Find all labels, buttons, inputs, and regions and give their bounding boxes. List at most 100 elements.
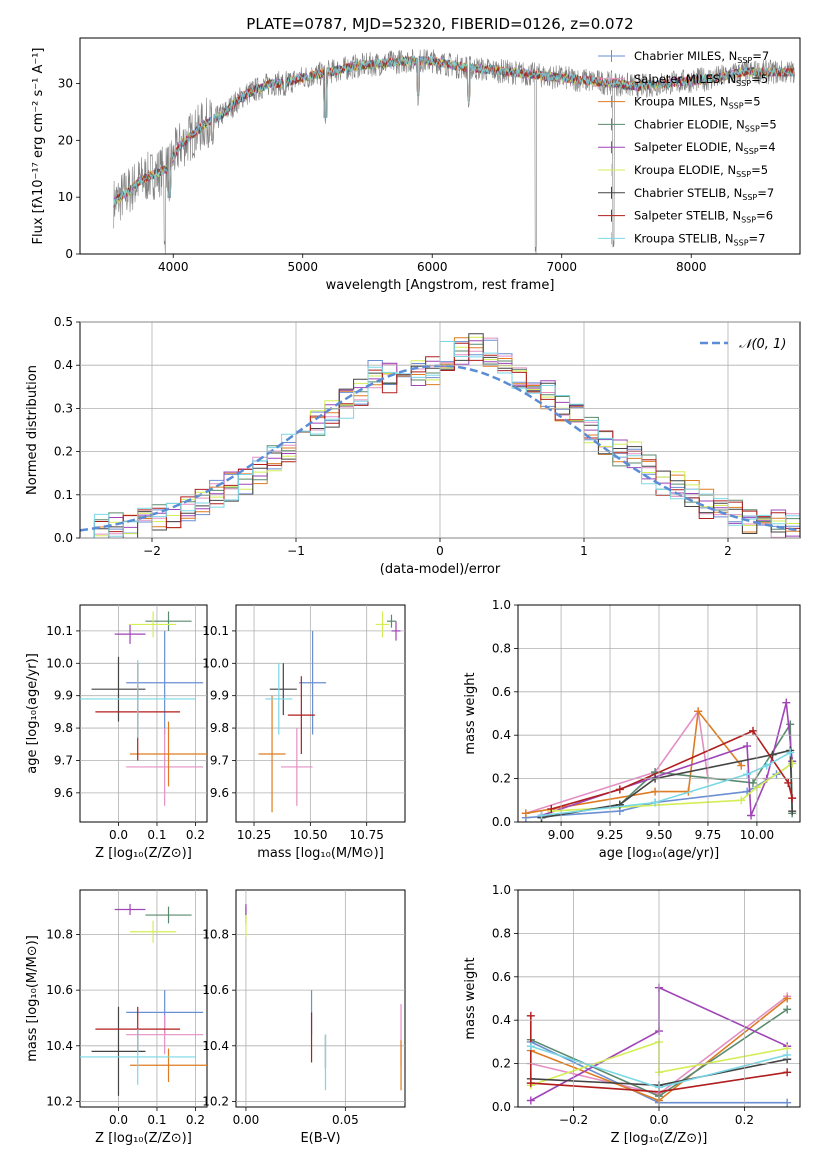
chart-spectrum: 4000 5000 6000 7000 8000 0 10 20 30 wavelength [A… [31,37,801,293]
x-tick-label: 10.00 [740,828,774,842]
weight-marker [782,698,791,707]
y-tick-label: 0.2 [492,772,511,786]
chart-age-vs-mass: 10.25 10.50 10.75 9.6 9.7 9.8 9.9 10.0 10.1 mass … [202,604,406,861]
weight-marker [743,770,752,779]
legend-label-5: Kroupa ELODIE, NSSP=5 [634,163,768,179]
x-tick-label: 0.1 [147,1113,166,1127]
y-axis-label: Normed distribution [25,365,40,495]
weight-line-4 [541,702,793,817]
x-tick-label: 1 [580,544,588,558]
x-axis-label: Z [log₁₀(Z/Z⊙)] [95,1131,192,1146]
legend-label-0: Chabrier MILES, NSSP=7 [634,49,769,65]
x-tick-label: 0 [436,544,444,558]
x-axis-label: Z [log₁₀(Z/Z⊙)] [95,846,192,861]
weight-marker [526,1011,535,1020]
chart-age-vs-Z: 0.0 0.1 0.2 9.6 9.7 9.8 9.9 10.0 10.1 Z [log₁₀(Z/… [25,604,208,861]
y-tick-label: 10.8 [202,928,229,942]
errorbar-point-4 [114,903,146,916]
y-tick-label: 10 [58,190,73,204]
y-tick-label: 0.3 [54,401,73,415]
y-tick-label: 9.9 [54,689,73,703]
weight-marker [783,994,792,1003]
plot-area [113,48,795,254]
y-axis-label: age [log₁₀(age/yr)] [25,653,40,774]
errorbar-point-4 [114,624,146,644]
errorbar-point-2 [130,1048,207,1082]
legend-label-7: Salpeter STELIB, NSSP=6 [634,209,773,225]
plot-area [521,698,797,822]
y-tick-label: 10.4 [46,1039,73,1053]
y-tick-label: 0.8 [492,641,511,655]
x-tick-label: 10.50 [293,828,327,842]
weight-marker [786,720,795,729]
model-fit-8 [113,55,795,208]
x-tick-label: 0.0 [109,1113,128,1127]
weight-marker [526,1079,535,1088]
y-tick-label: 0.0 [492,815,511,829]
weight-marker [747,811,756,820]
y-tick-label: 10.0 [202,656,229,670]
chart-mass-vs-Z: 0.0 0.1 0.2 10.2 10.4 10.6 10.8 Z [log₁₀(Z/Z⊙)]… [25,889,208,1146]
x-tick-label: 10.75 [350,828,384,842]
y-tick-label: 0.4 [492,1013,511,1027]
x-tick-label: −2 [143,544,161,558]
errorbar-point-1 [126,1015,204,1055]
weight-marker [615,785,624,794]
x-tick-label: −0.2 [559,1113,588,1127]
weight-marker [737,796,746,805]
weight-marker [783,1050,792,1059]
errorbar-point-2 [130,721,207,787]
weight-marker [737,761,746,770]
plot-frame [517,889,801,1108]
errorbar-point-3 [145,611,192,631]
x-tick-label: 9.75 [695,828,722,842]
y-tick-label: 9.6 [210,786,229,800]
y-tick-label: 0.2 [54,445,73,459]
x-tick-label: 0.2 [186,1113,205,1127]
plot-frame [79,889,208,1108]
x-tick-label: 0.0 [649,1113,668,1127]
y-axis-label: Flux [fλ10⁻¹⁷ erg cm⁻² s⁻¹ A⁻¹] [31,48,46,245]
y-tick-label: 9.7 [54,753,73,767]
legend-label-4: Salpeter ELODIE, NSSP=4 [634,140,776,156]
weight-marker [788,794,797,803]
y-tick-label: 0.0 [492,1100,511,1114]
y-tick-label: 0.6 [492,685,511,699]
y-tick-label: 10.2 [202,1094,229,1108]
legend-label-6: Chabrier STELIB, NSSP=7 [634,186,774,202]
y-tick-label: 10.4 [202,1039,229,1053]
plot-frame [79,604,208,823]
errorbar-point-3 [145,906,192,924]
y-tick-label: 0.1 [54,488,73,502]
errorbar-point-5 [130,611,177,638]
x-tick-label: 2 [724,544,732,558]
errorbar-point-7 [287,676,315,754]
weight-line-5 [551,762,793,812]
x-axis-label: E(B-V) [300,1131,340,1146]
x-tick-label: 9.00 [548,828,575,842]
errorbar-point-3 [386,614,396,628]
y-tick-label: 30 [58,76,73,90]
x-tick-label: 0.2 [186,828,205,842]
errorbar-point-5 [130,920,177,943]
weight-marker [788,759,797,768]
x-tick-label: 6000 [417,260,448,274]
y-tick-label: 0.6 [492,970,511,984]
weight-marker [743,742,752,751]
y-tick-label: 9.9 [210,689,229,703]
weight-marker [537,811,546,820]
spectrum-legend: Chabrier MILES, NSSP=7 Salpeter MILES, NS… [598,49,777,247]
y-axis-label: mass [log₁₀(M/M⊙)] [25,935,40,1062]
errorbar-point-8 [265,663,293,735]
weight-marker [547,804,556,813]
legend-label-8: Kroupa STELIB, NSSP=7 [634,231,766,247]
weight-marker [526,1042,535,1051]
y-tick-label: 1.0 [492,883,511,897]
y-tick-label: 10.6 [202,983,229,997]
x-axis-label: mass [log₁₀(M/M⊙)] [257,846,384,861]
y-tick-label: 10.8 [46,928,73,942]
errorbar-point-0 [299,630,327,735]
x-tick-label: 8000 [676,260,707,274]
chart-mass-vs-EBV: 0.00 0.05 10.2 10.4 10.6 10.8 E(B-V) [202,889,406,1146]
